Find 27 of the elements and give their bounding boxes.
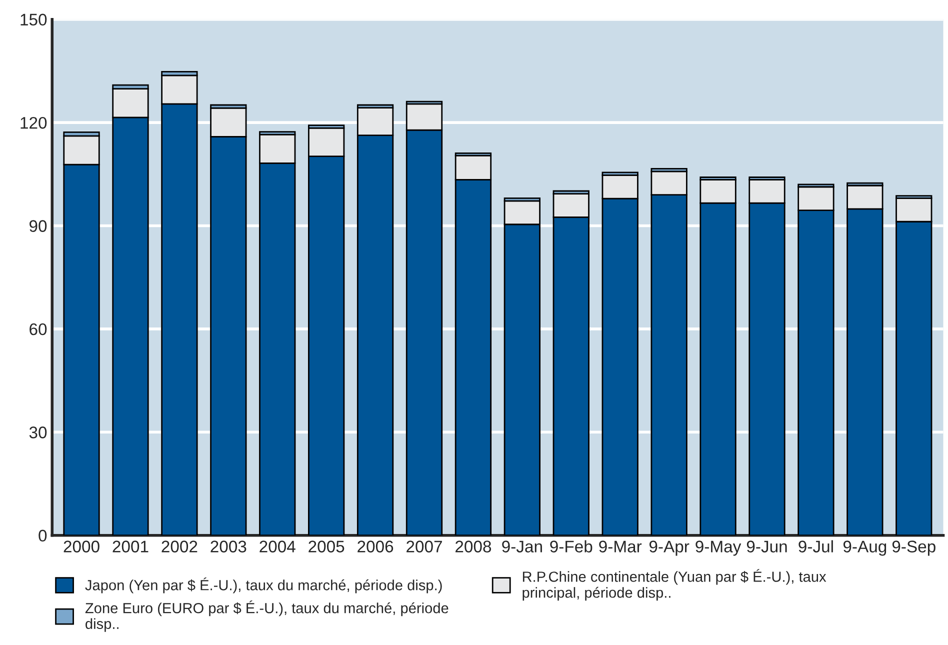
y-tick-label: 60 [30,323,47,336]
y-tick-label: 0 [38,530,47,542]
x-tick-label: 9-Mar [599,540,642,552]
x-tick-label: 2007 [406,540,442,552]
x-tick-label: 2004 [260,540,296,552]
y-tick-label: 30 [29,426,47,438]
x-tick-label: 2006 [358,540,394,552]
x-tick-label: 9-Feb [550,540,592,552]
legend-label: Japon (Yen par $ É.-U.), taux du marché, période disp.) [85,578,442,594]
x-tick-label: 9-May [696,540,742,556]
x-tick-label: 2003 [210,540,246,552]
x-tick-label: 9-Aug [843,540,886,556]
y-tick-label: 150 [20,14,47,26]
x-tick-label: 2005 [308,540,344,552]
legend-label: Zone Euro (EURO par $ É.-U.), taux du marché, période disp.. [85,600,448,632]
x-tick-label: 2008 [456,540,492,552]
x-tick-label: 9-Jan [502,540,542,552]
legend-label: R.P.Chine continentale (Yuan par $ É.-U.), taux principal, période disp.. [522,569,826,601]
x-tick-label: 9-Jun [746,540,787,552]
x-tick-label: 2001 [112,540,148,552]
x-tick-label: 2000 [64,540,100,552]
x-tick-label: 9-Apr [649,540,690,556]
x-tick-label: 2002 [162,540,198,552]
y-tick-label: 90 [30,220,47,232]
x-tick-label: 9-Sep [892,540,936,556]
x-tick-label: 9-Jul [798,540,833,552]
y-tick-label: 120 [20,116,47,129]
